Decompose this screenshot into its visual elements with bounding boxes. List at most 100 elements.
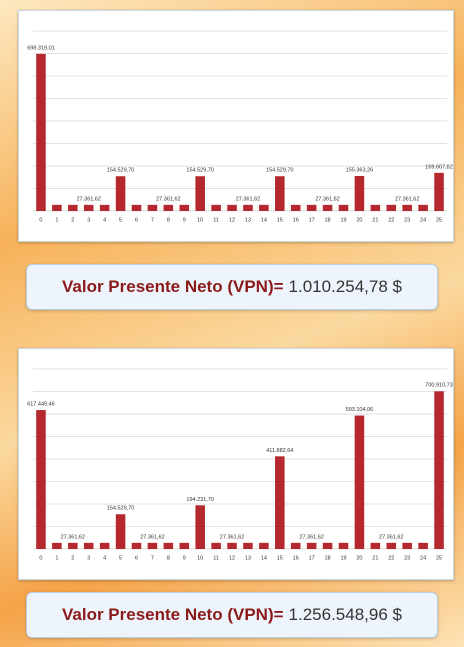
- x-tick-label: 14: [261, 217, 267, 223]
- x-tick-label: 11: [213, 217, 219, 223]
- x-tick-label: 23: [404, 555, 410, 561]
- bar: [83, 204, 94, 211]
- x-tick-label: 11: [213, 555, 219, 561]
- bar: [402, 542, 412, 549]
- bar: [147, 542, 158, 549]
- x-tick-label: 23: [404, 217, 410, 223]
- bar: [243, 204, 253, 211]
- bar: [36, 410, 46, 549]
- x-tick-label: 22: [388, 555, 394, 561]
- bar: [370, 204, 381, 211]
- bar: [338, 542, 349, 549]
- x-tick-label: 2: [71, 555, 74, 561]
- x-tick-label: 13: [245, 555, 251, 561]
- data-label: 154.529,70: [186, 168, 214, 174]
- x-tick-label: 9: [183, 217, 186, 223]
- bar: [211, 542, 221, 549]
- x-tick-label: 19: [340, 555, 346, 561]
- data-label: 411.882,64: [266, 448, 293, 454]
- x-tick-label: 8: [167, 217, 170, 223]
- x-tick-label: 10: [197, 555, 203, 561]
- x-tick-label: 12: [229, 217, 235, 223]
- bar: [195, 505, 205, 549]
- bar: [386, 542, 397, 549]
- x-tick-label: 21: [372, 217, 378, 223]
- bar: [370, 542, 381, 549]
- data-label: 27.361,62: [220, 534, 244, 540]
- vpn-box: Valor Presente Neto (VPN)= 1.010.254,78 $: [26, 264, 438, 310]
- x-tick-label: 9: [183, 555, 186, 561]
- data-label: 154.529,70: [266, 168, 294, 174]
- data-label: 27.361,62: [140, 534, 164, 540]
- x-tick-label: 2: [71, 217, 74, 223]
- bar: [227, 542, 237, 549]
- x-tick-label: 7: [151, 217, 154, 223]
- chart-panel: 0 617.449,46 1 2 27.361,62 3 4 5 154.529,70 6 7 27.…: [18, 348, 454, 580]
- bar: [115, 176, 126, 211]
- bar: [354, 176, 365, 211]
- bar: [52, 542, 62, 549]
- x-tick-label: 4: [103, 555, 106, 561]
- x-tick-label: 22: [388, 217, 394, 223]
- data-label: 154.529,70: [107, 506, 135, 512]
- data-label: 27.361,62: [76, 196, 100, 202]
- data-label: 698.319,01: [27, 45, 55, 51]
- chart-panel: 0 698.319,01 1 2 3 27.361,62 4 5 154.529,70 6 7 8 27…: [18, 10, 454, 242]
- bar: [434, 391, 444, 549]
- bar: [115, 514, 126, 549]
- bar: [243, 542, 253, 549]
- bar: [322, 542, 333, 549]
- bar: [275, 456, 285, 549]
- x-tick-label: 20: [356, 217, 362, 223]
- bar: [290, 204, 301, 211]
- x-tick-label: 6: [135, 217, 138, 223]
- x-tick-label: 6: [135, 555, 138, 561]
- x-tick-label: 14: [261, 555, 267, 561]
- bar: [68, 542, 78, 549]
- x-tick-label: 5: [119, 555, 122, 561]
- bar: [36, 53, 46, 212]
- bar: [227, 204, 237, 211]
- data-label: 27.361,62: [395, 196, 419, 202]
- x-tick-label: 3: [87, 555, 90, 561]
- bar: [306, 204, 317, 211]
- x-tick-label: 1: [55, 217, 58, 223]
- x-tick-label: 1: [55, 555, 58, 561]
- x-tick-label: 0: [39, 555, 42, 561]
- x-tick-label: 25: [436, 217, 442, 223]
- x-tick-label: 5: [119, 217, 122, 223]
- bar: [147, 204, 158, 211]
- x-tick-label: 15: [277, 555, 283, 561]
- data-label: 27.361,62: [236, 196, 260, 202]
- data-label: 617.449,46: [27, 402, 55, 408]
- x-tick-label: 18: [325, 555, 331, 561]
- bar: [434, 172, 444, 211]
- bar: [290, 542, 301, 549]
- bar: [195, 176, 205, 211]
- data-label: 593.104,06: [346, 407, 374, 413]
- bar: [179, 542, 190, 549]
- data-label: 155.363,26: [346, 167, 374, 173]
- x-tick-label: 24: [420, 217, 426, 223]
- bar: [131, 204, 142, 211]
- x-tick-label: 24: [420, 555, 426, 561]
- data-label: 194.231,70: [186, 497, 214, 503]
- data-label: 27.361,62: [61, 534, 85, 540]
- bar: [99, 204, 110, 211]
- data-label: 27.361,62: [315, 196, 339, 202]
- x-tick-label: 25: [436, 555, 442, 561]
- data-label: 154.529,70: [107, 168, 135, 174]
- data-label: 27.361,62: [156, 196, 180, 202]
- bar: [163, 204, 174, 211]
- x-tick-label: 15: [277, 217, 283, 223]
- x-tick-label: 17: [309, 555, 315, 561]
- bar: [52, 204, 62, 211]
- bar: [338, 204, 349, 211]
- x-tick-label: 12: [229, 555, 235, 561]
- bar: [211, 204, 221, 211]
- data-label: 169.607,82: [425, 164, 453, 170]
- x-tick-label: 0: [39, 217, 42, 223]
- bar: [354, 415, 365, 549]
